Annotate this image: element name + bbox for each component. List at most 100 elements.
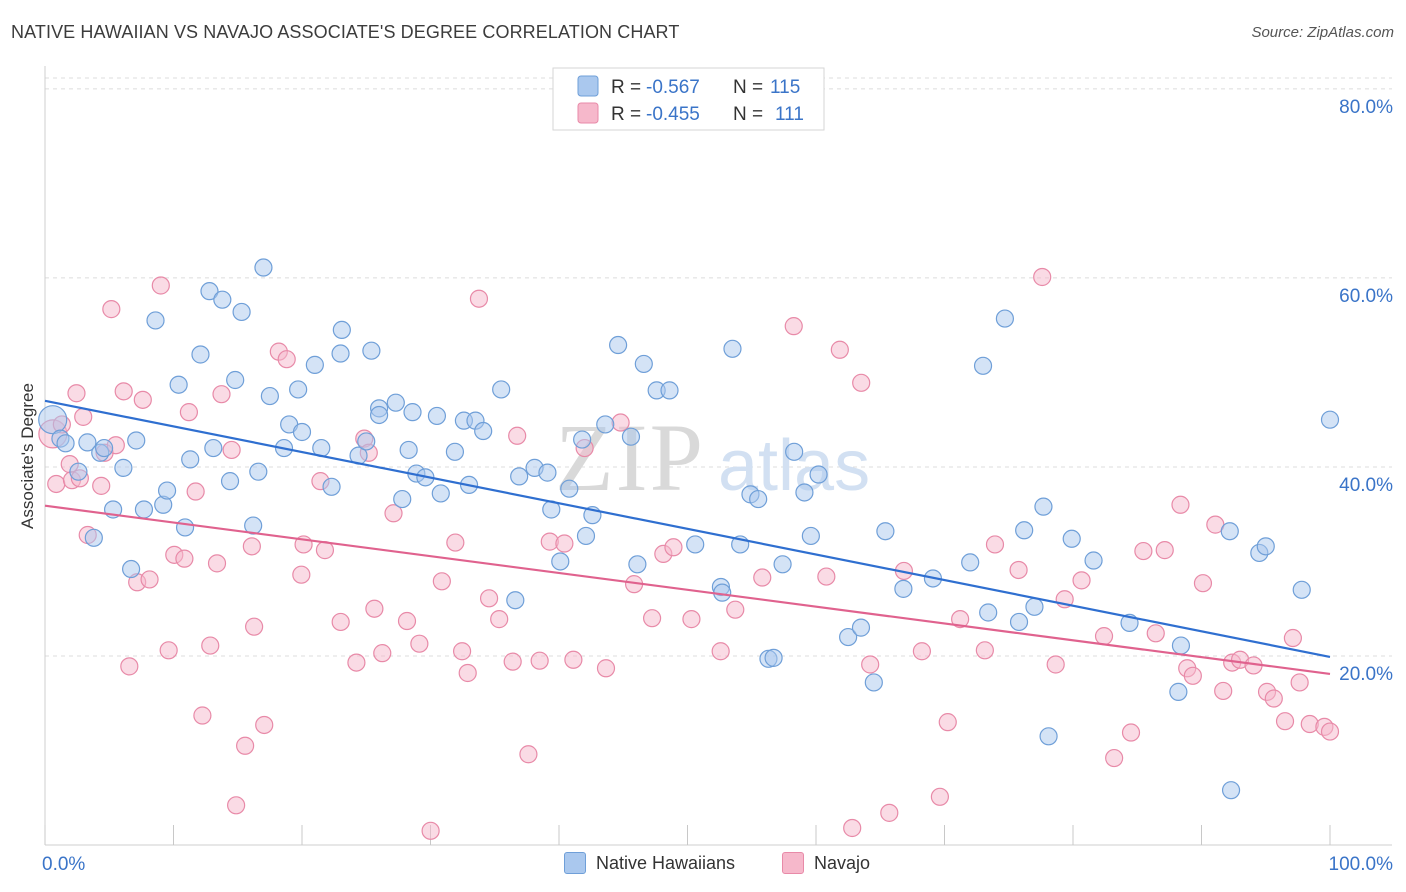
native-hawaiian-point-10	[121, 559, 141, 579]
navajo-point-79	[852, 373, 871, 392]
native-hawaiian-point-45	[393, 489, 412, 509]
navajo-point-7	[74, 407, 93, 426]
navajo-point-18	[151, 276, 170, 295]
y-tick-label-2: 60.0%	[1339, 286, 1393, 307]
navajo-point-50	[432, 572, 451, 591]
navajo-point-83	[912, 642, 932, 661]
navajo-point-32	[245, 617, 264, 636]
navajo-point-24	[193, 706, 212, 725]
navajo-point-90	[1033, 267, 1052, 287]
navajo-point-41	[347, 653, 366, 672]
native-hawaiian-point-85	[785, 442, 804, 461]
navajo-point-44	[365, 599, 384, 618]
native-hawaiian-point-50	[427, 406, 447, 426]
native-hawaiian-point-92	[876, 522, 895, 541]
navajo-point-77	[830, 340, 849, 359]
navajo-point-54	[469, 289, 489, 308]
navajo-point-110	[1264, 689, 1283, 708]
native-hawaiian-point-25	[232, 302, 251, 322]
navajo-point-23	[186, 482, 205, 501]
native-hawaiian-point-108	[1169, 682, 1188, 701]
native-hawaiian-point-97	[979, 603, 998, 622]
native-hawaiian-point-112	[1256, 537, 1275, 556]
native-hawaiian-point-46	[399, 440, 418, 460]
native-hawaiian-point-9	[114, 458, 133, 477]
native-hawaiian-point-37	[331, 344, 350, 363]
native-hawaiian-point-24	[226, 370, 245, 390]
navajo-point-81	[880, 803, 899, 822]
native-hawaiian-point-4	[78, 433, 97, 452]
legend-n-label-2: N =	[733, 104, 763, 125]
navajo-point-46	[384, 504, 403, 523]
navajo-point-97	[1134, 541, 1153, 561]
navajo-point-52	[452, 642, 472, 661]
legend-r-value-2: -0.455	[646, 104, 700, 125]
native-hawaiian-point-71	[628, 555, 647, 574]
navajo-point-112	[1283, 628, 1303, 648]
native-hawaiian-point-84	[773, 555, 792, 574]
native-hawaiian-point-38	[332, 320, 351, 340]
native-hawaiian-point-86	[795, 483, 814, 502]
native-hawaiian-point-70	[621, 427, 641, 446]
navajo-point-91	[1046, 655, 1065, 674]
legend-r-value-1: -0.567	[646, 77, 700, 98]
native-hawaiian-point-20	[200, 282, 219, 301]
native-hawaiian-point-98	[995, 309, 1014, 328]
navajo-point-31	[242, 537, 261, 556]
native-hawaiian-point-19	[191, 345, 210, 364]
native-hawaiian-point-90	[851, 618, 871, 637]
navajo-points	[38, 267, 1340, 840]
legend-item-native-hawaiians: Native Hawaiians	[564, 852, 735, 874]
navajo-point-51	[446, 533, 465, 552]
navajo-point-53	[458, 663, 477, 683]
native-hawaiian-point-100	[1015, 521, 1034, 540]
native-hawaiian-point-61	[538, 463, 557, 482]
navajo-point-88	[985, 535, 1005, 554]
native-hawaiian-point-69	[609, 335, 628, 355]
navajo-point-14	[120, 657, 139, 676]
watermark: ZIP atlas	[555, 404, 870, 511]
native-hawaiian-point-105	[1084, 551, 1103, 570]
legend-n-value-1: 115	[770, 77, 800, 98]
native-hawaiian-point-104	[1062, 529, 1081, 548]
navajo-point-56	[490, 610, 509, 629]
native-hawaiian-point-33	[292, 422, 312, 442]
legend-swatch-navajo	[782, 852, 804, 874]
navajo-point-28	[222, 440, 241, 460]
native-hawaiian-point-17	[175, 518, 195, 537]
navajo-point-58	[508, 426, 527, 445]
native-hawaiian-point-88	[809, 465, 828, 484]
native-hawaiian-point-41	[362, 341, 381, 360]
native-hawaiian-point-95	[961, 553, 980, 572]
navajo-point-111	[1275, 712, 1295, 731]
navajo-point-36	[292, 565, 311, 584]
native-hawaiian-point-27	[249, 462, 268, 481]
navajo-point-9	[92, 476, 111, 495]
navajo-point-68	[642, 609, 662, 628]
native-hawaiian-points	[38, 258, 1340, 800]
native-hawaiian-point-107	[1171, 636, 1191, 655]
watermark-atlas: atlas	[718, 426, 870, 506]
native-hawaiian-point-63	[551, 552, 570, 571]
native-hawaiian-point-89	[839, 627, 858, 647]
navajo-point-74	[753, 568, 772, 587]
navajo-point-29	[227, 796, 246, 815]
navajo-point-57	[503, 652, 522, 671]
y-tick-label-1: 40.0%	[1339, 475, 1393, 496]
native-hawaiian-point-68	[596, 415, 615, 434]
native-hawaiian-point-81	[749, 489, 768, 509]
navajo-point-27	[212, 385, 231, 404]
native-hawaiian-point-0	[38, 405, 68, 435]
native-hawaiian-point-36	[322, 477, 341, 496]
legend-swatch-pink	[577, 102, 599, 124]
native-hawaiian-point-44	[386, 393, 405, 412]
legend-n-label-1: N =	[733, 77, 763, 98]
navajo-point-60	[530, 651, 549, 670]
native-hawaiian-point-16	[169, 375, 188, 394]
native-hawaiian-point-113	[1292, 580, 1311, 599]
x-tick-label-1: 100.0%	[1329, 854, 1394, 875]
native-hawaiian-point-99	[1009, 612, 1029, 632]
native-hawaiian-point-101	[1025, 597, 1044, 616]
native-hawaiian-point-59	[510, 467, 529, 486]
